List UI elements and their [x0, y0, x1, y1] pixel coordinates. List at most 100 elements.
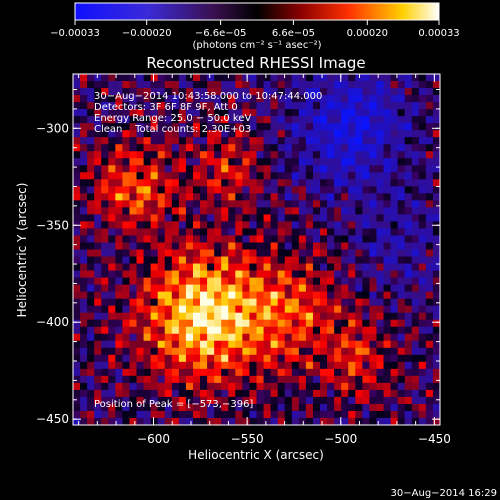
heatmap-cell [327, 207, 335, 215]
heatmap-cell [263, 284, 272, 293]
heatmap-cell [298, 158, 307, 166]
heatmap-cell [305, 221, 314, 229]
heatmap-cell [171, 242, 180, 250]
heatmap-cell [256, 284, 264, 293]
heatmap-cell [390, 410, 399, 419]
heatmap-cell [242, 382, 250, 391]
heatmap-cell [242, 214, 250, 222]
heatmap-cell [256, 375, 264, 384]
heatmap-cell [80, 305, 88, 314]
heatmap-cell [432, 116, 440, 124]
heatmap-cell [284, 81, 293, 89]
heatmap-cell [390, 361, 399, 370]
heatmap-cell [383, 95, 391, 103]
heatmap-cell [305, 326, 314, 335]
heatmap-cell [235, 312, 243, 321]
heatmap-cell [200, 326, 208, 335]
heatmap-cell [192, 319, 201, 328]
heatmap-cell [270, 417, 279, 425]
heatmap-cell [115, 375, 123, 384]
heatmap-cell [242, 249, 250, 257]
heatmap-cell [298, 305, 307, 314]
heatmap-cell [157, 263, 166, 271]
heatmap-cell [432, 340, 440, 349]
heatmap-cell [129, 256, 137, 264]
heatmap-cell [369, 165, 377, 173]
heatmap-cell [94, 130, 102, 138]
heatmap-cell [341, 347, 349, 356]
heatmap-cell [171, 151, 180, 159]
heatmap-cell [404, 179, 413, 187]
heatmap-cell [164, 151, 173, 159]
heatmap-cell [348, 214, 356, 222]
heatmap-cell [80, 410, 88, 419]
heatmap-cell [157, 95, 166, 103]
heatmap-cell [376, 368, 384, 377]
heatmap-cell [256, 319, 264, 328]
heatmap-cell [214, 312, 222, 321]
heatmap-cell [136, 193, 144, 201]
heatmap-cell [291, 312, 300, 321]
heatmap-cell [150, 235, 159, 243]
heatmap-cell [249, 298, 257, 307]
heatmap-cell [214, 354, 222, 363]
heatmap-cell [185, 81, 194, 89]
heatmap-cell [150, 277, 159, 285]
heatmap-cell [214, 410, 222, 419]
heatmap-cell [291, 88, 300, 96]
heatmap-cell [171, 158, 180, 166]
heatmap-cell [129, 88, 137, 96]
heatmap-cell [305, 333, 314, 342]
heatmap-cell [425, 74, 434, 82]
heatmap-cell [228, 312, 236, 321]
heatmap-cell [284, 347, 293, 356]
heatmap-cell [418, 221, 427, 229]
heatmap-cell [122, 347, 130, 356]
heatmap-cell [390, 123, 399, 131]
heatmap-cell [277, 340, 286, 349]
heatmap-cell [383, 277, 391, 285]
heatmap-cell [242, 277, 250, 285]
heatmap-cell [425, 207, 434, 215]
heatmap-cell [94, 186, 102, 194]
heatmap-cell [178, 200, 187, 208]
heatmap-cell [249, 221, 257, 229]
heatmap-cell [122, 88, 130, 96]
heatmap-cell [327, 235, 335, 243]
heatmap-cell [256, 158, 264, 166]
heatmap-cell [432, 284, 440, 293]
heatmap-cell [256, 263, 264, 271]
heatmap-cell [164, 340, 173, 349]
heatmap-cell [383, 186, 391, 194]
heatmap-cell [362, 263, 370, 271]
heatmap-cell [235, 291, 243, 300]
heatmap-cell [87, 88, 95, 96]
heatmap-cell [207, 361, 215, 370]
heatmap-cell [305, 116, 314, 124]
heatmap-cell [249, 116, 257, 124]
heatmap-cell [312, 382, 321, 391]
heatmap-cell [129, 214, 137, 222]
heatmap-cell [341, 361, 349, 370]
heatmap-cell [270, 368, 279, 377]
heatmap-cell [376, 361, 384, 370]
heatmap-cell [150, 340, 159, 349]
heatmap-cell [171, 256, 180, 264]
heatmap-cell [214, 88, 222, 96]
heatmap-cell [101, 375, 109, 384]
heatmap-cell [129, 410, 137, 419]
heatmap-cell [157, 347, 166, 356]
heatmap-cell [277, 137, 286, 145]
heatmap-cell [291, 270, 300, 278]
heatmap-cell [277, 207, 286, 215]
heatmap-cell [383, 151, 391, 159]
heatmap-cell [320, 151, 328, 159]
heatmap-cell [73, 256, 81, 264]
heatmap-cell [242, 403, 250, 412]
heatmap-cell [235, 361, 243, 370]
heatmap-cell [390, 165, 399, 173]
heatmap-cell [425, 340, 434, 349]
heatmap-cell [298, 137, 307, 145]
heatmap-cell [291, 333, 300, 342]
heatmap-cell [397, 228, 406, 236]
